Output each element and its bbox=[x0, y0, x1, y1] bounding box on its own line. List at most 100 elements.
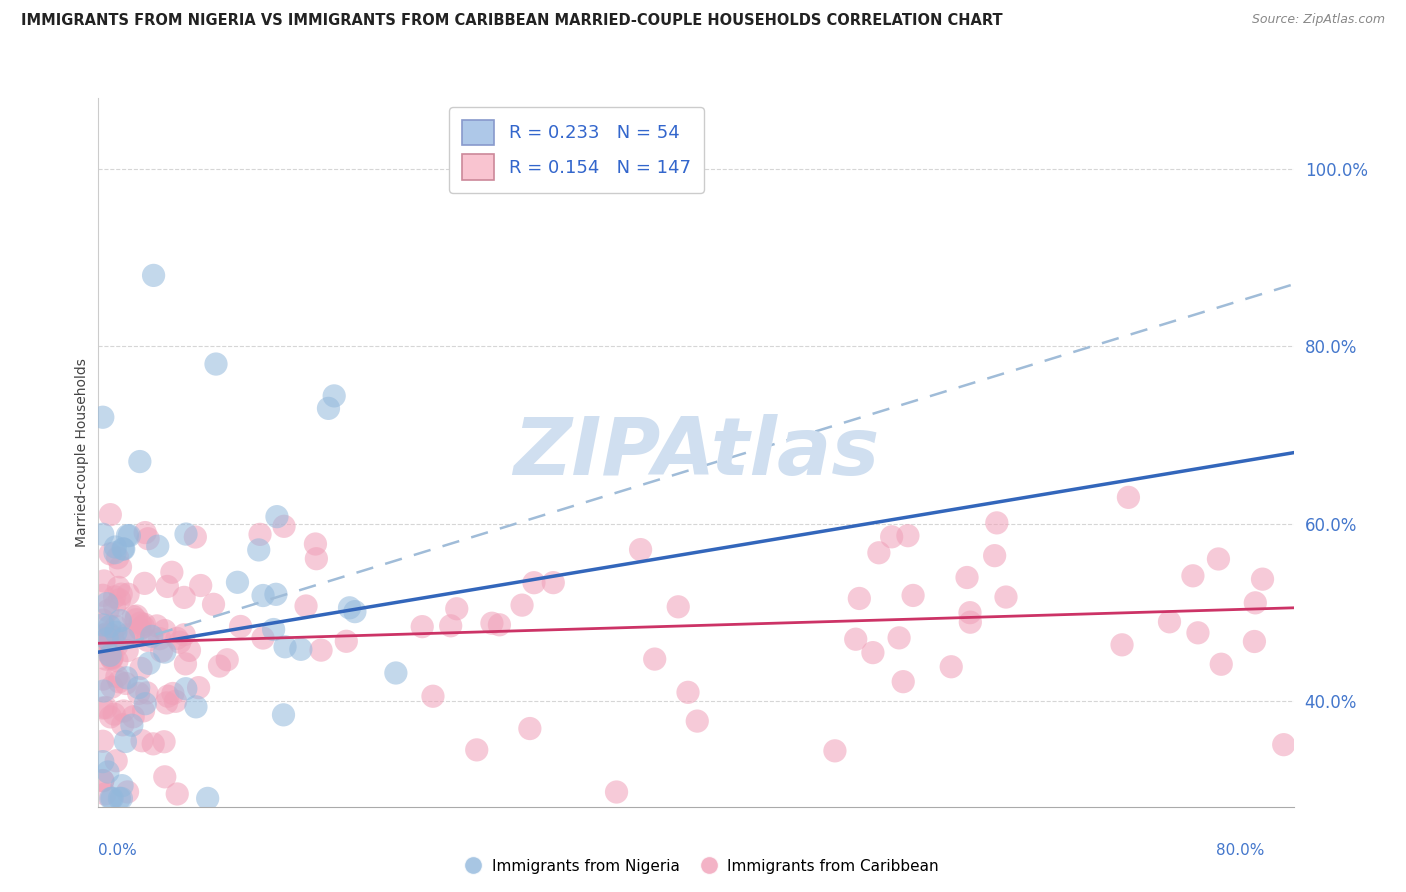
Point bbox=[115, 628, 138, 642]
Point bbox=[108, 592, 131, 607]
Point bbox=[91, 618, 114, 632]
Point bbox=[101, 630, 124, 644]
Text: Source: ZipAtlas.com: Source: ZipAtlas.com bbox=[1251, 13, 1385, 27]
Point bbox=[91, 638, 114, 652]
Point bbox=[100, 791, 122, 805]
Point bbox=[125, 609, 148, 624]
Point bbox=[1211, 657, 1233, 672]
Point bbox=[129, 616, 152, 631]
Point bbox=[1118, 491, 1140, 505]
Point bbox=[887, 631, 910, 645]
Point bbox=[98, 627, 121, 641]
Point bbox=[523, 575, 546, 590]
Point bbox=[118, 528, 141, 542]
Point bbox=[128, 454, 150, 468]
Point bbox=[112, 542, 135, 557]
Point bbox=[169, 635, 191, 649]
Point bbox=[114, 734, 136, 748]
Point bbox=[983, 549, 1005, 563]
Point bbox=[105, 654, 128, 668]
Point bbox=[173, 591, 195, 605]
Point bbox=[98, 648, 121, 663]
Point bbox=[93, 684, 115, 698]
Point bbox=[128, 686, 150, 700]
Point bbox=[149, 632, 172, 646]
Point bbox=[110, 560, 132, 574]
Point bbox=[848, 591, 870, 606]
Point bbox=[104, 625, 127, 640]
Point bbox=[1181, 569, 1204, 583]
Point bbox=[97, 764, 120, 779]
Point bbox=[132, 704, 155, 718]
Point bbox=[129, 661, 152, 675]
Point bbox=[97, 626, 120, 640]
Point bbox=[112, 632, 135, 646]
Point bbox=[103, 707, 125, 722]
Point bbox=[862, 646, 884, 660]
Point bbox=[132, 620, 155, 634]
Point bbox=[153, 735, 176, 749]
Point bbox=[208, 659, 231, 673]
Point bbox=[108, 791, 131, 805]
Point bbox=[335, 634, 357, 648]
Point bbox=[105, 754, 128, 768]
Text: 0.0%: 0.0% bbox=[98, 843, 138, 858]
Point bbox=[266, 509, 288, 524]
Point bbox=[117, 528, 139, 542]
Point bbox=[131, 733, 153, 747]
Legend: Immigrants from Nigeria, Immigrants from Caribbean: Immigrants from Nigeria, Immigrants from… bbox=[461, 853, 945, 880]
Point bbox=[101, 791, 124, 805]
Point bbox=[134, 697, 156, 711]
Point bbox=[630, 542, 652, 557]
Point bbox=[187, 681, 209, 695]
Point bbox=[96, 652, 118, 666]
Point bbox=[97, 604, 120, 618]
Point bbox=[104, 599, 127, 614]
Point bbox=[91, 773, 114, 788]
Point bbox=[115, 643, 138, 657]
Point bbox=[880, 530, 903, 544]
Point bbox=[1111, 638, 1133, 652]
Point bbox=[986, 516, 1008, 530]
Point bbox=[166, 787, 188, 801]
Point bbox=[101, 680, 124, 694]
Point bbox=[1243, 634, 1265, 648]
Text: ZIPAtlas: ZIPAtlas bbox=[513, 414, 879, 491]
Point bbox=[190, 578, 212, 592]
Point bbox=[153, 624, 176, 638]
Point bbox=[105, 639, 128, 653]
Point bbox=[122, 710, 145, 724]
Point bbox=[96, 597, 118, 611]
Point bbox=[249, 527, 271, 541]
Point bbox=[121, 718, 143, 732]
Point bbox=[91, 410, 114, 425]
Point bbox=[146, 619, 169, 633]
Point bbox=[229, 619, 252, 633]
Point bbox=[202, 597, 225, 611]
Point bbox=[100, 650, 122, 665]
Point bbox=[155, 696, 177, 710]
Point bbox=[91, 588, 114, 602]
Point bbox=[440, 619, 463, 633]
Point bbox=[153, 645, 176, 659]
Point bbox=[510, 598, 533, 612]
Point bbox=[134, 617, 156, 632]
Point bbox=[676, 685, 699, 699]
Point bbox=[129, 622, 152, 636]
Point bbox=[264, 587, 287, 601]
Point bbox=[666, 599, 689, 614]
Point bbox=[104, 540, 127, 554]
Point bbox=[134, 576, 156, 591]
Point bbox=[136, 532, 159, 546]
Point bbox=[686, 714, 709, 728]
Point bbox=[309, 643, 332, 657]
Point bbox=[112, 704, 135, 718]
Point bbox=[273, 519, 295, 533]
Point bbox=[166, 632, 188, 646]
Point bbox=[339, 600, 361, 615]
Point bbox=[411, 620, 433, 634]
Point bbox=[343, 605, 366, 619]
Point bbox=[111, 541, 134, 556]
Point bbox=[100, 710, 122, 724]
Point bbox=[901, 589, 924, 603]
